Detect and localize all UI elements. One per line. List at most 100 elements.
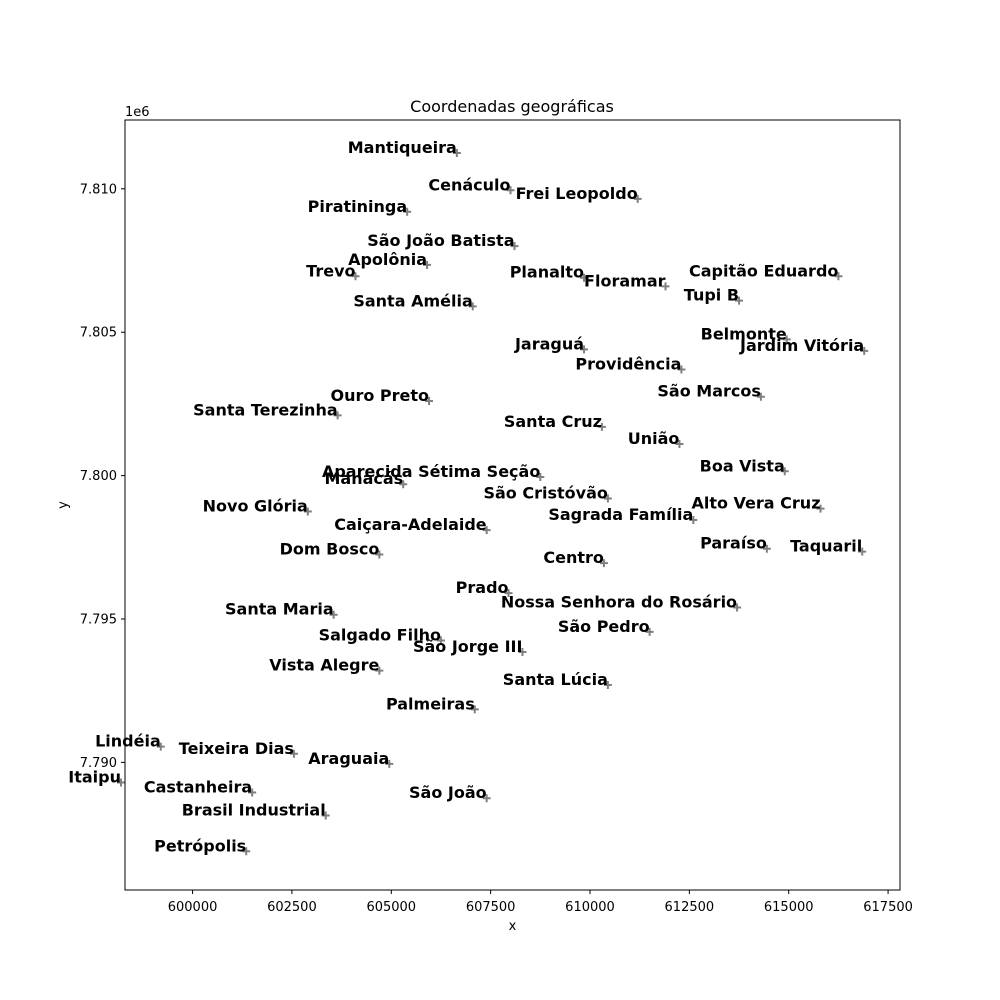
data-point: Taquaril — [790, 537, 867, 556]
plus-marker — [399, 480, 408, 489]
point-label: Palmeiras — [386, 694, 475, 713]
data-point: Lindéia — [95, 732, 165, 751]
point-label: Sagrada Família — [548, 505, 693, 524]
data-point: Sagrada Família — [548, 505, 698, 525]
data-point: São Pedro — [558, 617, 654, 636]
point-label: São João Batista — [367, 231, 514, 250]
data-point: Floramar — [584, 271, 670, 290]
data-point: Santa Cruz — [504, 412, 606, 431]
data-point: Teixeira Dias — [179, 739, 298, 758]
point-label: Taquaril — [790, 537, 862, 556]
data-point: Santa Amélia — [353, 291, 477, 311]
point-label: Dom Bosco — [280, 539, 380, 558]
plus-marker — [782, 335, 791, 344]
x-tick-label: 602500 — [267, 900, 317, 915]
point-label: Teixeira Dias — [179, 739, 294, 758]
data-point: Itaipu — [68, 767, 126, 786]
point-label: Vista Alegre — [269, 656, 379, 675]
point-label: Planalto — [510, 263, 584, 282]
point-label: Araguaia — [308, 749, 389, 768]
point-label: Trevo — [306, 261, 355, 280]
data-point: Manacás — [324, 469, 408, 489]
plus-marker — [756, 392, 765, 401]
plus-marker — [834, 272, 843, 281]
y-tick-label: 7.805 — [80, 326, 117, 341]
x-tick-label: 615000 — [764, 900, 814, 915]
x-tick-label: 605000 — [366, 900, 416, 915]
data-points: Mantiqueira Cenáculo Frei Leopoldo Piratini… — [68, 138, 869, 856]
point-label: Nossa Senhora do Rosário — [501, 593, 737, 612]
plus-marker — [425, 397, 434, 406]
data-point: Capitão Eduardo — [689, 261, 843, 281]
plus-marker — [470, 705, 479, 714]
x-tick-label: 600000 — [168, 900, 218, 915]
point-label: Capitão Eduardo — [689, 261, 838, 280]
plus-marker — [303, 507, 312, 516]
data-point: São Cristóvão — [483, 484, 612, 503]
data-point: Jardim Vitória — [739, 336, 869, 355]
point-label: Santa Lúcia — [503, 670, 608, 689]
data-point: Trevo — [306, 261, 360, 280]
plus-marker — [321, 811, 330, 820]
plus-marker — [860, 346, 869, 355]
point-label: Tupi B — [684, 286, 739, 305]
data-point: Araguaia — [308, 749, 394, 768]
plus-marker — [482, 526, 491, 535]
data-point: São Jorge III — [413, 637, 527, 656]
plus-marker — [858, 547, 867, 556]
plus-marker — [580, 273, 589, 282]
data-point: Tupi B — [684, 286, 744, 305]
plus-marker — [536, 473, 545, 482]
point-label: Santa Amélia — [353, 291, 472, 310]
data-point: Cenáculo — [428, 175, 515, 195]
point-label: Caiçara-Adelaide — [334, 515, 487, 534]
x-axis-label: x — [509, 919, 517, 934]
point-label: Castanheira — [144, 777, 252, 796]
y-offset-label: 1e6 — [125, 105, 150, 120]
plus-marker — [506, 186, 515, 195]
point-label: Brasil Industrial — [182, 800, 326, 819]
data-point: Palmeiras — [386, 694, 479, 714]
plus-marker — [633, 194, 642, 203]
point-label: Manacás — [324, 469, 403, 488]
plus-marker — [580, 345, 589, 354]
point-label: Providência — [575, 354, 681, 373]
data-point: Providência — [575, 354, 686, 374]
point-label: São Jorge III — [413, 637, 522, 656]
plus-marker — [689, 516, 698, 525]
data-point: Frei Leopoldo — [516, 184, 642, 203]
plus-marker — [333, 411, 342, 420]
point-label: Alto Vera Cruz — [691, 494, 820, 513]
plus-marker — [677, 365, 686, 374]
data-point: Planalto — [510, 263, 589, 282]
data-point: Santa Maria — [225, 600, 338, 619]
data-point: União — [628, 429, 684, 449]
point-label: São Cristóvão — [483, 484, 607, 503]
data-point: Jaraguá — [514, 334, 589, 354]
plus-marker — [762, 544, 771, 553]
x-tick-label: 610000 — [565, 900, 615, 915]
data-point: Prado — [456, 578, 513, 597]
data-point: Santa Lúcia — [503, 670, 612, 689]
point-label: Salgado Filho — [319, 626, 441, 645]
plus-marker — [156, 742, 165, 751]
data-point: Brasil Industrial — [182, 800, 330, 820]
point-label: Belmonte — [701, 324, 787, 343]
data-point: Dom Bosco — [280, 539, 384, 558]
data-point: Belmonte — [701, 324, 791, 343]
plus-marker — [518, 647, 527, 656]
chart-title: Coordenadas geográficas — [410, 97, 614, 116]
plus-marker — [645, 627, 654, 636]
axis-ticks: 600000 602500 605000 607500 610000 612500 6150… — [80, 182, 913, 915]
point-label: Piratininga — [308, 197, 408, 216]
point-label: Petrópolis — [154, 836, 246, 855]
point-label: Lindéia — [95, 732, 161, 751]
point-label: Prado — [456, 578, 509, 597]
plus-marker — [375, 550, 384, 559]
data-point: Apolônia — [348, 250, 432, 269]
point-label: Novo Glória — [203, 496, 308, 515]
plus-marker — [597, 422, 606, 431]
point-label: Floramar — [584, 271, 666, 290]
plus-marker — [603, 680, 612, 689]
plus-marker — [436, 636, 445, 645]
